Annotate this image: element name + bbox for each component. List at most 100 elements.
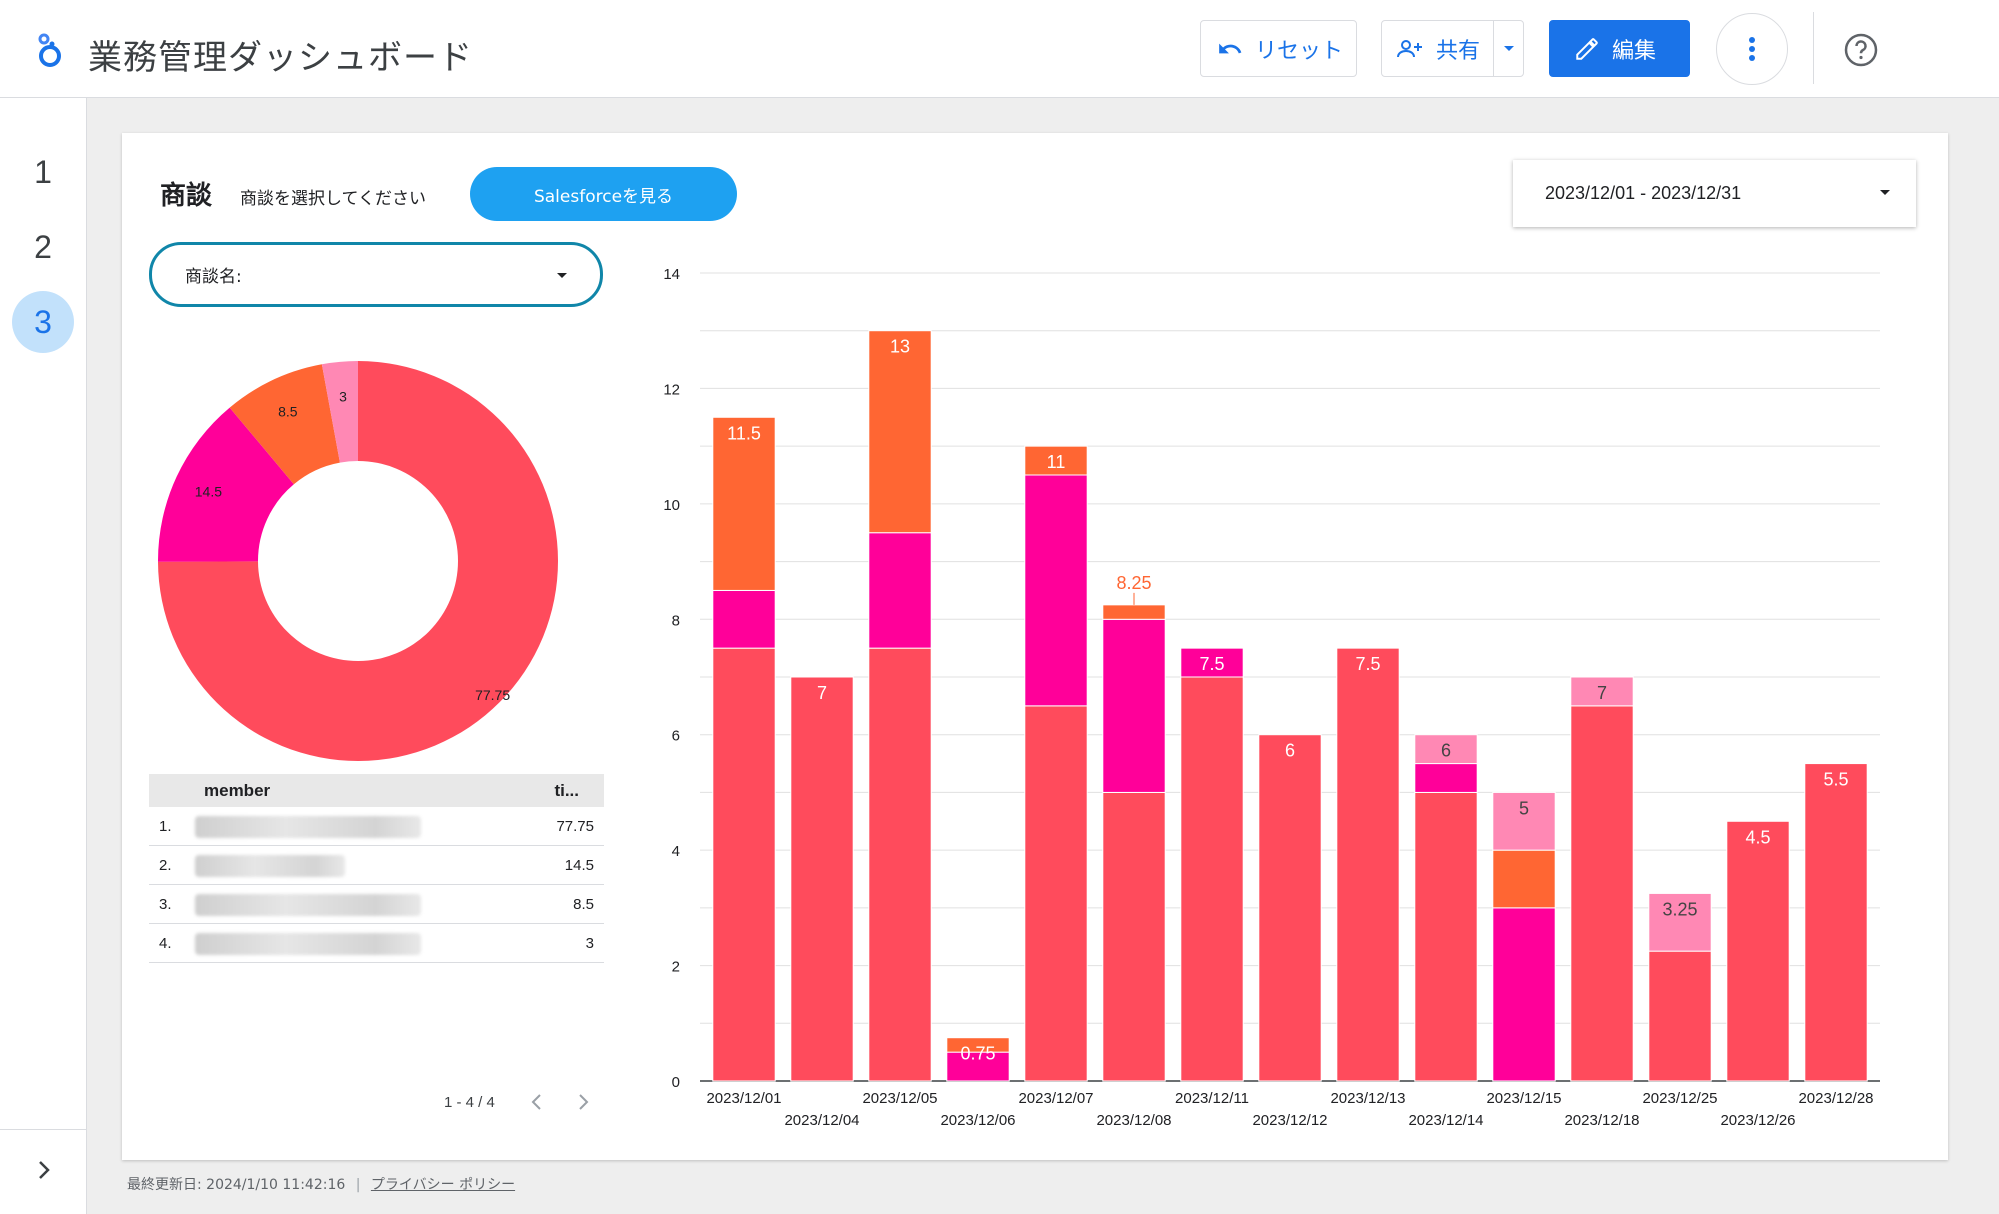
bar-segment[interactable]: [1648, 950, 1712, 1082]
bar-segment[interactable]: [946, 1051, 1010, 1082]
y-tick-label: 14: [663, 266, 680, 283]
bar-segment[interactable]: [1024, 445, 1088, 476]
salesforce-button[interactable]: Salesforceを見る: [470, 167, 737, 221]
donut-slice[interactable]: [158, 407, 294, 562]
donut-slice[interactable]: [321, 361, 358, 463]
chevron-right-icon[interactable]: [30, 1156, 58, 1184]
bar-segment[interactable]: [1726, 820, 1790, 1082]
chevron-left-icon[interactable]: [526, 1091, 548, 1113]
bar-total-label: 6: [1285, 741, 1295, 761]
bar-segment[interactable]: [1102, 791, 1166, 1082]
chevron-right-icon[interactable]: [572, 1091, 594, 1113]
last-updated: 最終更新日: 2024/1/10 11:42:16: [127, 1177, 346, 1193]
y-tick-label: 12: [663, 381, 680, 398]
table-header: member ti...: [149, 774, 604, 807]
table-row: 1. 77.75: [149, 807, 604, 846]
bar-segment[interactable]: [946, 1037, 1010, 1053]
privacy-policy-link[interactable]: プライバシー ポリシー: [370, 1177, 516, 1193]
bar-segment[interactable]: [1024, 705, 1088, 1082]
donut-slice[interactable]: [229, 364, 340, 485]
x-tick-label: 2023/12/28: [1798, 1090, 1873, 1107]
x-tick-label: 2023/12/01: [706, 1090, 781, 1107]
row-value: 8.5: [573, 896, 594, 913]
bar-total-label: 7: [817, 683, 827, 703]
bar-segment[interactable]: [1102, 604, 1166, 620]
redacted-member-name: [195, 855, 345, 877]
page-link-2[interactable]: 2: [34, 228, 52, 265]
footer-divider: |: [355, 1177, 361, 1193]
row-index: 1.: [159, 818, 172, 835]
x-tick-label: 2023/12/06: [940, 1112, 1015, 1129]
share-label: 共有: [1436, 38, 1481, 64]
more-options-button[interactable]: [1716, 13, 1788, 85]
redacted-member-name: [195, 894, 421, 916]
report-panel: 商談 商談を選択してください Salesforceを見る 2023/12/01 …: [122, 133, 1948, 1160]
bar-total-label: 11: [1047, 452, 1066, 472]
bar-total-label: 7: [1597, 683, 1607, 703]
edit-button[interactable]: 編集: [1549, 20, 1690, 77]
x-tick-label: 2023/12/08: [1096, 1112, 1171, 1129]
bar-segment[interactable]: [1102, 618, 1166, 793]
bar-segment[interactable]: [868, 532, 932, 649]
bar-segment[interactable]: [1570, 705, 1634, 1082]
row-value: 77.75: [556, 818, 594, 835]
bar-segment[interactable]: [1414, 734, 1478, 765]
bar-segment[interactable]: [1570, 676, 1634, 707]
section-subtitle: 商談を選択してください: [240, 189, 426, 209]
donut-slice[interactable]: [158, 361, 558, 761]
y-tick-label: 4: [672, 843, 680, 860]
page-link-1[interactable]: 1: [34, 153, 52, 190]
bar-segment[interactable]: [1492, 907, 1556, 1082]
member-table: member ti... 1. 77.75 2. 14.5 3. 8.5 4. …: [149, 774, 604, 963]
bar-segment[interactable]: [1492, 791, 1556, 851]
donut-slice-label: 8.5: [278, 404, 298, 420]
x-tick-label: 2023/12/26: [1720, 1112, 1795, 1129]
table-row: 2. 14.5: [149, 846, 604, 885]
bar-segment[interactable]: [1414, 791, 1478, 1082]
donut-chart: 77.75 14.5 8.5 3: [158, 361, 558, 761]
section-title: 商談: [160, 181, 213, 211]
donut-slice-label: 3: [339, 389, 347, 405]
share-button[interactable]: 共有: [1381, 20, 1494, 77]
bar-segment[interactable]: [1024, 474, 1088, 707]
add-person-icon: [1397, 39, 1422, 57]
page-link-3[interactable]: 3: [12, 291, 74, 353]
y-tick-label: 0: [672, 1074, 680, 1091]
x-tick-label: 2023/12/25: [1642, 1090, 1717, 1107]
deal-name-filter[interactable]: 商談名:: [149, 242, 603, 307]
redacted-member-name: [195, 816, 421, 838]
column-header-member[interactable]: member: [204, 781, 271, 800]
reset-label: リセット: [1255, 38, 1344, 64]
share-dropdown-button[interactable]: [1493, 20, 1524, 77]
bar-segment[interactable]: [1180, 647, 1244, 678]
bar-segment[interactable]: [1258, 734, 1322, 1082]
bar-segment[interactable]: [1414, 763, 1478, 793]
x-tick-label: 2023/12/15: [1486, 1090, 1561, 1107]
pencil-icon: [1576, 37, 1598, 60]
date-range-picker[interactable]: 2023/12/01 - 2023/12/31: [1513, 160, 1916, 227]
bar-segment[interactable]: [868, 647, 932, 1082]
toolbar-divider: [1813, 12, 1814, 84]
bar-total-label: 8.25: [1116, 573, 1151, 593]
table-row: 3. 8.5: [149, 885, 604, 924]
caret-down-icon: [557, 273, 567, 278]
bar-total-label: 13: [890, 337, 910, 357]
bar-segment[interactable]: [1492, 849, 1556, 909]
bar-segment[interactable]: [868, 330, 932, 534]
help-icon[interactable]: [1843, 32, 1879, 68]
page-navigation: 1 2 3: [0, 98, 87, 1214]
bar-segment[interactable]: [1804, 763, 1868, 1082]
undo-icon: [1219, 43, 1242, 53]
filter-label: 商談名:: [185, 267, 242, 287]
bar-segment[interactable]: [712, 647, 776, 1082]
bar-segment[interactable]: [1336, 647, 1400, 1082]
pagination-label: 1 - 4 / 4: [444, 1094, 495, 1111]
bar-segment[interactable]: [712, 589, 776, 649]
bar-segment[interactable]: [790, 676, 854, 1082]
column-header-time[interactable]: ti...: [554, 781, 579, 800]
bar-segment[interactable]: [1180, 676, 1244, 1082]
bar-segment[interactable]: [1648, 892, 1712, 952]
bar-segment[interactable]: [712, 416, 776, 591]
top-bar: 業務管理ダッシュボード リセット 共有 編集: [0, 0, 1999, 98]
reset-button[interactable]: リセット: [1200, 20, 1357, 77]
